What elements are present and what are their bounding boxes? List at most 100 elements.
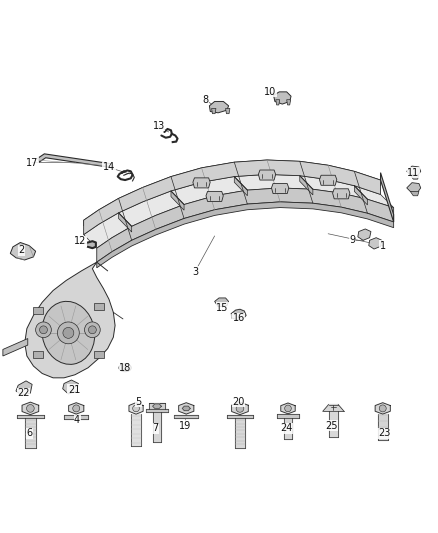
Polygon shape — [276, 100, 280, 105]
Text: 5: 5 — [135, 397, 141, 407]
Polygon shape — [152, 413, 161, 442]
Text: 14: 14 — [103, 163, 115, 172]
Polygon shape — [84, 174, 394, 248]
Polygon shape — [22, 402, 39, 415]
Circle shape — [88, 326, 96, 334]
Polygon shape — [32, 351, 43, 358]
Polygon shape — [149, 403, 165, 409]
Polygon shape — [274, 92, 291, 104]
Polygon shape — [129, 402, 143, 414]
Circle shape — [85, 322, 100, 338]
Polygon shape — [97, 202, 394, 268]
Text: 23: 23 — [378, 429, 390, 438]
Polygon shape — [174, 415, 198, 418]
Polygon shape — [193, 178, 210, 188]
Polygon shape — [25, 262, 115, 378]
Polygon shape — [88, 241, 96, 248]
Text: 22: 22 — [17, 388, 30, 398]
Text: 4: 4 — [74, 415, 80, 425]
Circle shape — [39, 326, 47, 334]
Text: 25: 25 — [325, 421, 338, 431]
Polygon shape — [235, 418, 245, 448]
Polygon shape — [215, 298, 229, 306]
Polygon shape — [407, 166, 421, 176]
Polygon shape — [69, 403, 84, 414]
Polygon shape — [64, 415, 88, 419]
Polygon shape — [234, 176, 247, 196]
Polygon shape — [226, 415, 254, 418]
Polygon shape — [375, 403, 390, 414]
Polygon shape — [63, 380, 78, 394]
Polygon shape — [179, 403, 194, 414]
Polygon shape — [119, 213, 132, 232]
Polygon shape — [11, 243, 35, 260]
Polygon shape — [3, 338, 28, 356]
Ellipse shape — [119, 364, 131, 372]
Polygon shape — [232, 402, 248, 415]
Polygon shape — [152, 404, 161, 408]
Polygon shape — [277, 414, 299, 417]
Ellipse shape — [42, 301, 95, 365]
Polygon shape — [94, 303, 104, 310]
Circle shape — [379, 405, 386, 412]
Text: 16: 16 — [233, 313, 245, 323]
Polygon shape — [182, 406, 190, 410]
Text: 18: 18 — [119, 363, 131, 373]
Circle shape — [27, 405, 34, 412]
Circle shape — [57, 322, 79, 344]
Polygon shape — [25, 418, 35, 448]
Text: 15: 15 — [216, 303, 229, 313]
Polygon shape — [226, 108, 230, 114]
Circle shape — [35, 322, 51, 338]
Polygon shape — [381, 173, 394, 222]
Polygon shape — [329, 411, 338, 437]
Text: 1: 1 — [380, 240, 386, 251]
Polygon shape — [319, 175, 337, 185]
Polygon shape — [97, 188, 394, 262]
Polygon shape — [358, 229, 371, 240]
Polygon shape — [38, 154, 113, 168]
Circle shape — [285, 405, 291, 411]
Text: 24: 24 — [280, 423, 293, 433]
Circle shape — [63, 327, 74, 338]
Text: 19: 19 — [179, 421, 191, 431]
Polygon shape — [407, 183, 421, 192]
Polygon shape — [323, 405, 344, 411]
Polygon shape — [258, 170, 276, 180]
Polygon shape — [16, 381, 32, 395]
Polygon shape — [284, 417, 292, 439]
Text: 21: 21 — [68, 385, 80, 394]
Polygon shape — [287, 100, 290, 105]
Text: 3: 3 — [192, 266, 198, 277]
Polygon shape — [231, 309, 246, 320]
Text: 7: 7 — [152, 423, 159, 433]
Ellipse shape — [122, 366, 128, 370]
Circle shape — [133, 405, 139, 412]
Polygon shape — [84, 160, 381, 226]
Polygon shape — [354, 185, 367, 205]
Polygon shape — [209, 101, 229, 113]
Text: 13: 13 — [152, 121, 165, 131]
Polygon shape — [131, 414, 141, 446]
Text: 10: 10 — [265, 87, 277, 97]
Text: 11: 11 — [407, 168, 420, 177]
Circle shape — [73, 405, 80, 412]
Polygon shape — [94, 351, 104, 358]
Polygon shape — [300, 176, 313, 195]
Polygon shape — [378, 414, 388, 440]
Polygon shape — [281, 403, 295, 414]
Polygon shape — [17, 415, 44, 418]
Polygon shape — [272, 183, 289, 193]
Polygon shape — [410, 191, 419, 196]
Polygon shape — [32, 306, 43, 313]
Polygon shape — [206, 191, 223, 201]
Text: 8: 8 — [202, 95, 208, 104]
Polygon shape — [332, 189, 350, 199]
Text: 12: 12 — [74, 236, 87, 246]
Text: 2: 2 — [18, 245, 25, 255]
Text: 20: 20 — [233, 397, 245, 407]
Polygon shape — [84, 160, 381, 235]
Text: 9: 9 — [349, 235, 355, 245]
Polygon shape — [171, 191, 184, 210]
Polygon shape — [212, 108, 216, 114]
